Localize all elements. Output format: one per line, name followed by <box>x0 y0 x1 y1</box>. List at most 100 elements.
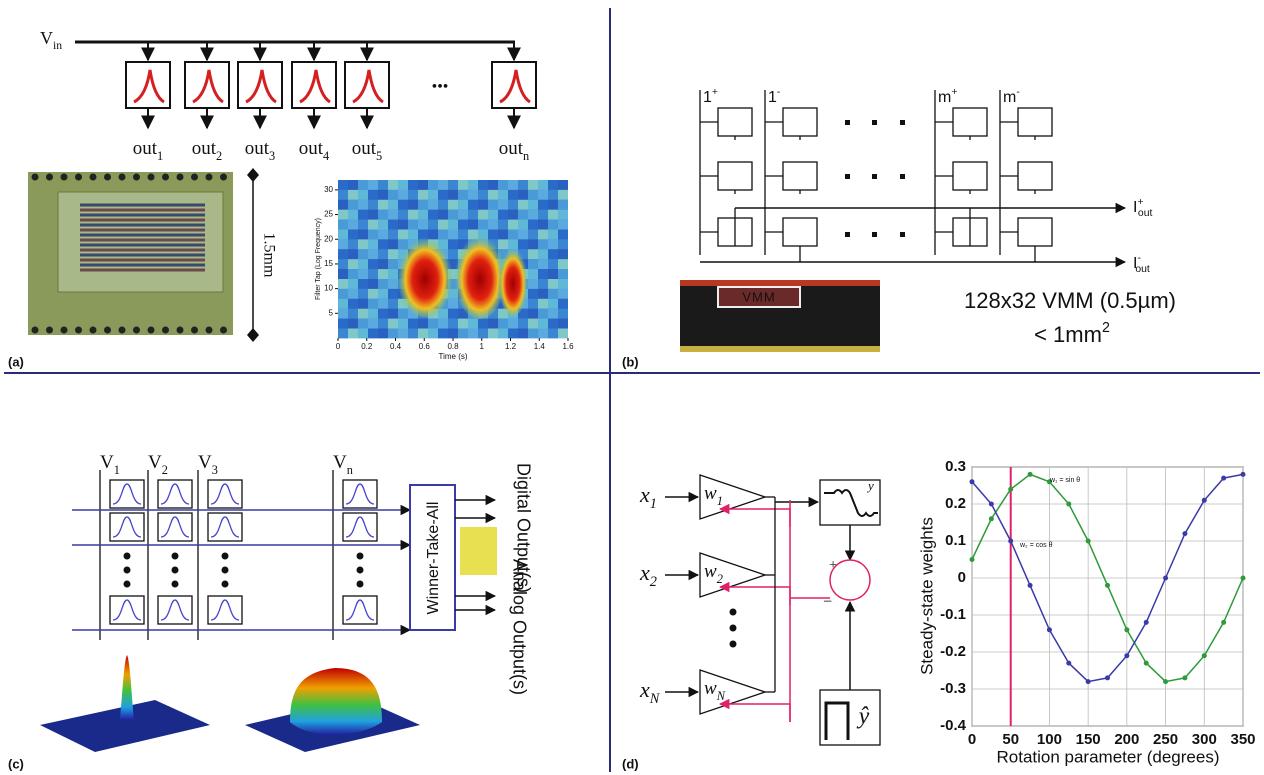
label-text: V <box>198 452 212 473</box>
spectrogram-cell <box>428 210 438 220</box>
spectrogram-cell <box>338 249 348 259</box>
spectrogram-cell <box>338 279 348 289</box>
chip-edge <box>680 346 880 352</box>
spectrogram-cell <box>418 319 428 329</box>
label-sup: - <box>1137 253 1140 264</box>
y-tick-label: -0.2 <box>940 643 966 660</box>
spectrogram-cell <box>558 279 568 289</box>
spectrogram-cell <box>398 200 408 210</box>
spectrogram-cell <box>558 289 568 299</box>
x-tick-label: 150 <box>1076 731 1101 748</box>
ellipsis-dot <box>845 120 850 125</box>
label-sup: + <box>951 87 957 98</box>
spectrogram-cell <box>438 210 448 220</box>
spectrogram-cell <box>358 289 368 299</box>
spectrogram-cell <box>368 239 378 249</box>
data-point <box>1047 627 1052 632</box>
spectrogram-cell <box>368 309 378 319</box>
spectrogram-cell <box>468 220 478 230</box>
chip-pad <box>206 174 213 181</box>
spectrogram-cell <box>368 269 378 279</box>
spectrogram-cell <box>538 269 548 279</box>
caption: 128x32 VMM (0.5µm) <box>964 288 1176 313</box>
spectrogram-cell <box>528 200 538 210</box>
ellipsis-dot <box>222 553 229 560</box>
ellipsis-dot <box>172 581 179 588</box>
spectrogram-cell <box>348 230 358 240</box>
spectrogram-cell <box>418 190 428 200</box>
chip-pad <box>191 174 198 181</box>
spectrogram-cell <box>378 269 388 279</box>
data-point <box>1028 472 1033 477</box>
y-tick-label: 20 <box>324 234 333 243</box>
spectrogram-cell <box>478 329 488 339</box>
output-label: out3 <box>245 138 275 162</box>
x-tick-label: 0 <box>336 342 341 351</box>
panel-label: (d) <box>622 756 639 771</box>
label-sub: 1 <box>717 494 723 508</box>
spectrogram-cell <box>548 220 558 230</box>
ellipsis-dot <box>357 553 364 560</box>
ellipsis-dot <box>872 174 877 179</box>
x-tick-label: 0 <box>968 731 976 748</box>
x-tick-label: 100 <box>1037 731 1062 748</box>
spectrogram-cell <box>368 200 378 210</box>
data-point <box>1182 531 1187 536</box>
wta-label: Winner-Take-All <box>425 502 442 615</box>
chip-label: VMM <box>742 289 775 304</box>
spectrogram-cell <box>508 180 518 190</box>
spectrogram-cell <box>368 289 378 299</box>
chip-pad <box>162 174 169 181</box>
label-text: 1 <box>768 89 777 106</box>
spectrogram-cell <box>528 269 538 279</box>
spectrogram-cell <box>388 210 398 220</box>
spectrogram-cell <box>528 309 538 319</box>
x-tick-label: 0.4 <box>390 342 402 351</box>
label-text: x <box>639 560 650 585</box>
data-point <box>1241 576 1246 581</box>
spectrogram-cell <box>358 239 368 249</box>
label-sup: 2 <box>1102 320 1110 336</box>
data-point <box>1202 498 1207 503</box>
spectrogram-cell <box>478 180 488 190</box>
label-sub: N <box>649 691 661 707</box>
spectrogram-cell <box>448 180 458 190</box>
chip-pad <box>220 327 227 334</box>
spectrogram-cell <box>498 329 508 339</box>
input-label: x2 <box>639 560 657 590</box>
spectrogram-cell <box>348 269 358 279</box>
data-point <box>1124 653 1129 658</box>
spectrogram-cell <box>538 239 548 249</box>
series-label: w₂ = cos θ <box>1019 542 1053 549</box>
spectrogram-cell <box>358 249 368 259</box>
spectrogram-cell <box>448 239 458 249</box>
y-axis-label: Filter Tap (Log Frequency) <box>315 218 322 300</box>
spectrogram-cell <box>468 200 478 210</box>
spectrogram-cell <box>388 329 398 339</box>
spectrogram-cell <box>538 299 548 309</box>
input-label: Vn <box>333 452 353 476</box>
ellipsis-dot <box>124 553 131 560</box>
spectrogram-cell <box>378 200 388 210</box>
spectrogram-cell <box>368 180 378 190</box>
spectrogram-blob <box>498 244 528 316</box>
ellipsis-dot <box>172 553 179 560</box>
spectrogram-blob <box>397 233 453 317</box>
spectrogram-cell <box>498 319 508 329</box>
y-tick-label: 0.1 <box>945 532 966 549</box>
spectrogram-cell <box>398 190 408 200</box>
x-tick-label: 1.4 <box>534 342 546 351</box>
spectrogram-cell <box>418 200 428 210</box>
spectrogram-cell <box>528 289 538 299</box>
y-tick-label: 0.3 <box>945 458 966 475</box>
spectrogram-cell <box>448 299 458 309</box>
spectrogram-cell <box>378 329 388 339</box>
spectrogram-cell <box>368 249 378 259</box>
output-label: out4 <box>299 138 329 162</box>
spectrogram-cell <box>448 319 458 329</box>
output-label: I-out <box>1133 253 1150 275</box>
spectrogram-cell <box>518 210 528 220</box>
spectrogram-cell <box>388 299 398 309</box>
column-label: m+ <box>938 87 957 106</box>
spectrogram-cell <box>438 319 448 329</box>
